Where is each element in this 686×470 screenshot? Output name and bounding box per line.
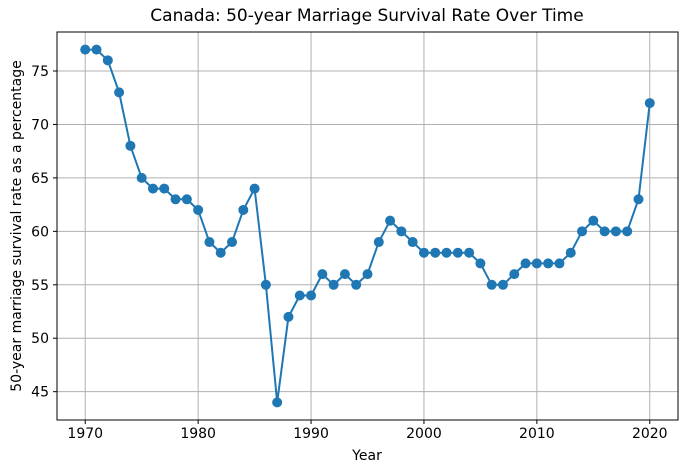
data-point xyxy=(475,258,486,269)
data-point xyxy=(407,237,418,248)
data-point xyxy=(215,247,226,258)
y-tick-label: 45 xyxy=(31,385,49,401)
data-point xyxy=(464,247,475,258)
x-tick-label: 1980 xyxy=(180,426,216,442)
data-point xyxy=(385,215,396,226)
data-point xyxy=(136,172,147,183)
data-point xyxy=(227,237,238,248)
data-point xyxy=(430,247,441,258)
data-point xyxy=(610,226,621,237)
data-point xyxy=(418,247,429,258)
data-point xyxy=(306,290,317,301)
data-point xyxy=(159,183,170,194)
data-point xyxy=(622,226,633,237)
data-point xyxy=(80,44,91,55)
x-tick-label: 2010 xyxy=(519,426,555,442)
data-point xyxy=(147,183,158,194)
data-point xyxy=(102,55,113,66)
y-tick-label: 50 xyxy=(31,331,49,347)
x-tick-label: 2020 xyxy=(632,426,668,442)
x-axis-label: Year xyxy=(352,448,382,464)
y-tick-label: 55 xyxy=(31,278,49,294)
plot-background xyxy=(57,32,678,420)
data-point xyxy=(396,226,407,237)
data-point xyxy=(531,258,542,269)
data-point xyxy=(249,183,260,194)
x-tick-label: 2000 xyxy=(406,426,442,442)
data-point xyxy=(272,397,283,408)
y-tick-label: 70 xyxy=(31,117,49,133)
data-point xyxy=(181,194,192,205)
data-point xyxy=(543,258,554,269)
data-point xyxy=(565,247,576,258)
y-tick-label: 75 xyxy=(31,64,49,80)
data-point xyxy=(114,87,125,98)
data-point xyxy=(204,237,215,248)
x-tick-label: 1990 xyxy=(293,426,329,442)
data-point xyxy=(317,269,328,280)
data-point xyxy=(283,311,294,322)
data-point xyxy=(452,247,463,258)
data-point xyxy=(577,226,588,237)
data-point xyxy=(193,204,204,215)
data-point xyxy=(294,290,305,301)
y-tick-label: 65 xyxy=(31,171,49,187)
data-point xyxy=(588,215,599,226)
data-point xyxy=(373,237,384,248)
data-point xyxy=(328,279,339,290)
data-point xyxy=(441,247,452,258)
data-point xyxy=(170,194,181,205)
chart-title: Canada: 50-year Marriage Survival Rate O… xyxy=(150,6,584,26)
data-point xyxy=(125,140,136,151)
data-point xyxy=(554,258,565,269)
data-point xyxy=(351,279,362,290)
axes-frame xyxy=(56,31,679,421)
data-point xyxy=(339,269,350,280)
data-point xyxy=(260,279,271,290)
data-point xyxy=(599,226,610,237)
data-point xyxy=(644,98,655,109)
data-point xyxy=(509,269,520,280)
data-point xyxy=(362,269,373,280)
x-tick-label: 1970 xyxy=(67,426,103,442)
data-point xyxy=(520,258,531,269)
y-axis-label: 50-year marriage survival rate as a perc… xyxy=(9,60,25,392)
data-point xyxy=(91,44,102,55)
data-point xyxy=(238,204,249,215)
data-point xyxy=(497,279,508,290)
data-point xyxy=(486,279,497,290)
y-tick-label: 60 xyxy=(31,224,49,240)
data-point xyxy=(633,194,644,205)
